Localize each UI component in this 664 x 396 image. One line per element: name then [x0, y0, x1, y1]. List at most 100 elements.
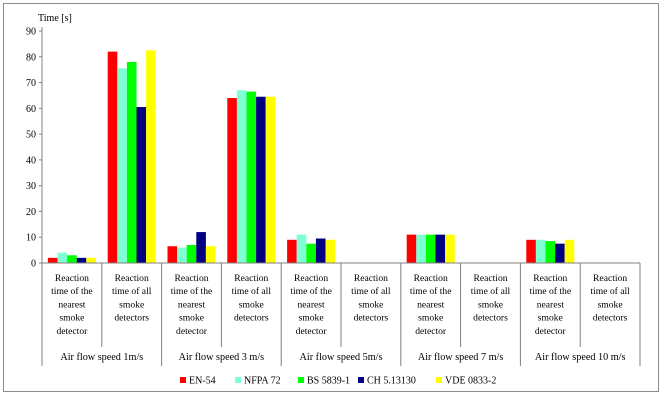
category-label: detector: [535, 326, 567, 337]
y-tick-label: 60: [26, 104, 36, 115]
legend: EN-54 NFPA 72 BS 5839-1 CH 5.13130 VDE 0833-…: [180, 376, 496, 387]
category-label: time of all: [232, 286, 272, 297]
category-label: detector: [56, 326, 88, 337]
bar: [117, 68, 127, 263]
category-label: nearest: [417, 299, 444, 310]
bar: [177, 247, 187, 263]
y-tick-label: 30: [26, 181, 36, 192]
y-ticks: 0 10 20 30 40 50 60 70 80 90: [26, 27, 42, 270]
category-label: smoke: [59, 313, 84, 324]
category-label: Reaction: [294, 273, 328, 284]
bar: [246, 91, 257, 263]
bar: [256, 96, 266, 263]
bar: [435, 234, 446, 263]
legend-label: BS 5839-1: [307, 376, 350, 387]
bar: [555, 243, 565, 263]
category-label: time of all: [351, 286, 391, 297]
group-label: Air flow speed 3 m/s: [179, 352, 264, 363]
bar-chart: Time [s] 0 10 20 30 40 50 60 70 80 90 Reaction tim…: [26, 13, 641, 387]
legend-swatch: [180, 377, 186, 383]
bar: [325, 239, 336, 263]
category-label: Reaction: [115, 273, 149, 284]
bar: [136, 107, 147, 263]
bar: [315, 238, 326, 263]
bar: [126, 61, 137, 264]
category-label: smoke: [299, 313, 324, 324]
category-label: smoke: [418, 313, 443, 324]
category-label: time of the: [530, 286, 572, 297]
category-label: Reaction: [234, 273, 268, 284]
category-label: nearest: [537, 299, 564, 310]
bar: [296, 234, 307, 263]
category-labels: Reaction time of the nearest smoke detector R…: [51, 273, 630, 337]
category-label: detectors: [593, 313, 628, 324]
bar: [306, 243, 316, 263]
category-label: detectors: [114, 313, 149, 324]
category-label: detector: [296, 326, 328, 337]
legend-label: VDE 0833-2: [445, 376, 496, 387]
category-label: nearest: [58, 299, 85, 310]
category-label: detector: [415, 326, 447, 337]
category-label: smoke: [478, 299, 503, 310]
category-label: smoke: [358, 299, 383, 310]
legend-swatch: [298, 377, 304, 383]
bar: [545, 241, 556, 263]
category-label: Reaction: [473, 273, 507, 284]
axes: [41, 27, 641, 366]
category-label: smoke: [179, 313, 204, 324]
chart-frame: Time [s] 0 10 20 30 40 50 60 70 80 90 Reaction tim…: [3, 3, 659, 392]
category-label: time of all: [112, 286, 152, 297]
legend-swatch: [235, 377, 241, 383]
bar: [57, 252, 68, 263]
bar: [265, 96, 276, 263]
group-label: Air flow speed 7 m/s: [418, 352, 503, 363]
bar: [205, 246, 216, 263]
category-label: smoke: [538, 313, 563, 324]
legend-swatch: [436, 377, 442, 383]
bar: [167, 246, 178, 263]
legend-label: CH 5.13130: [367, 376, 416, 387]
legend-swatch: [358, 377, 364, 383]
group-label: Air flow speed 1m/s: [60, 352, 143, 363]
bar: [406, 234, 417, 263]
y-tick-label: 20: [26, 207, 36, 218]
category-label: Reaction: [593, 273, 627, 284]
category-label: time of all: [471, 286, 511, 297]
y-tick-label: 40: [26, 155, 36, 166]
category-label: Reaction: [533, 273, 567, 284]
bar: [107, 51, 118, 264]
category-label: detectors: [234, 313, 269, 324]
legend-label: EN-54: [189, 376, 216, 387]
bar: [425, 234, 436, 263]
bar: [186, 244, 197, 263]
category-label: nearest: [178, 299, 205, 310]
group-label: Air flow speed 5m/s: [300, 352, 383, 363]
category-label: Reaction: [55, 273, 89, 284]
bar: [86, 257, 96, 263]
y-tick-label: 70: [26, 78, 36, 89]
bar: [146, 50, 156, 263]
category-label: time of the: [171, 286, 213, 297]
bar: [76, 257, 87, 263]
bar: [416, 234, 426, 263]
category-label: detector: [176, 326, 208, 337]
category-label: nearest: [298, 299, 325, 310]
bar: [236, 90, 247, 263]
category-label: time of all: [590, 286, 630, 297]
y-tick-label: 0: [31, 259, 36, 270]
bar: [67, 255, 77, 263]
group-labels: Air flow speed 1m/s Air flow speed 3 m/s A…: [60, 352, 625, 363]
bars: [47, 50, 575, 264]
legend-label: NFPA 72: [244, 376, 281, 387]
category-label: detectors: [473, 313, 508, 324]
y-tick-label: 50: [26, 130, 36, 141]
bar: [564, 239, 575, 263]
category-label: smoke: [119, 299, 144, 310]
bar: [196, 232, 206, 263]
bar: [47, 257, 58, 263]
bar: [227, 98, 237, 264]
bar: [445, 234, 455, 263]
y-axis-title: Time [s]: [38, 13, 72, 24]
category-label: time of the: [290, 286, 332, 297]
y-tick-label: 80: [26, 52, 36, 63]
